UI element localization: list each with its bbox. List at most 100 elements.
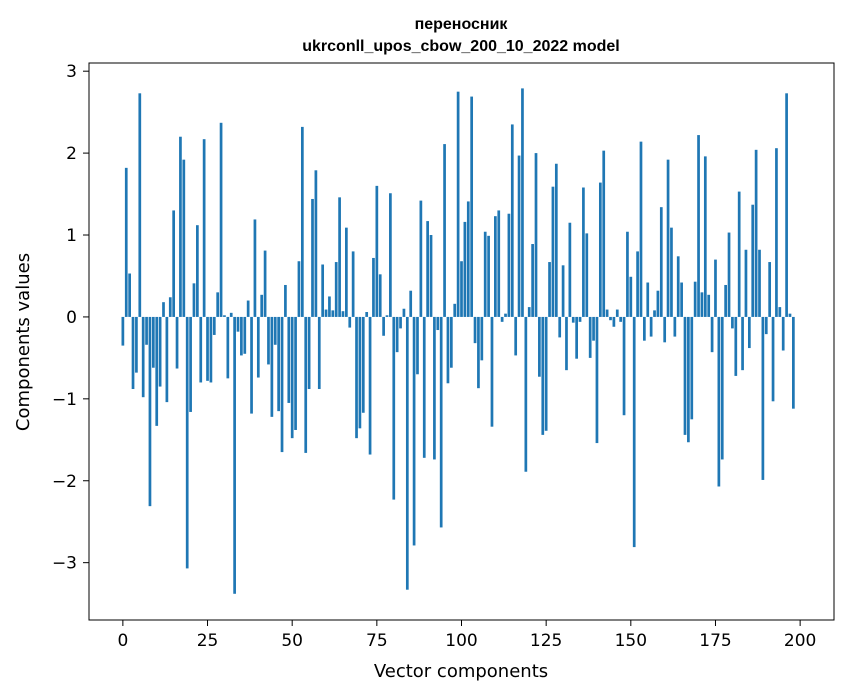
bar: [277, 316, 280, 412]
bar: [466, 201, 470, 317]
x-axis: 0 25 50 75 100 125 150 175 200: [117, 620, 816, 651]
chart-title: переносник: [415, 16, 509, 33]
bar: [473, 316, 477, 344]
bar: [226, 316, 230, 379]
bar: [683, 316, 687, 435]
bar: [609, 316, 612, 321]
bar: [700, 292, 704, 317]
bar: [341, 311, 345, 317]
bar: [595, 316, 599, 444]
bar: [392, 316, 396, 500]
y-axis-label: Components values: [13, 253, 34, 431]
bar: [300, 126, 304, 317]
bar: [307, 316, 311, 390]
bar: [531, 244, 534, 317]
bar: [764, 316, 768, 335]
x-tick-label: 200: [784, 631, 816, 651]
bar: [449, 316, 453, 368]
bar: [639, 141, 643, 317]
bar: [135, 316, 138, 373]
bar: [158, 316, 162, 387]
bar: [426, 221, 429, 317]
bar: [328, 296, 331, 317]
bar: [592, 316, 595, 341]
bar: [561, 265, 565, 317]
y-tick-label: 1: [66, 226, 77, 246]
bar: [470, 96, 474, 317]
bar: [351, 251, 355, 317]
bar: [785, 93, 788, 317]
bar: [155, 316, 159, 426]
bar: [324, 309, 328, 317]
bar: [128, 273, 131, 317]
bar: [168, 297, 172, 317]
bar: [148, 316, 152, 507]
bar: [588, 316, 592, 358]
x-tick-label: 25: [197, 631, 219, 651]
bar: [145, 316, 148, 345]
bar: [250, 316, 253, 414]
bar: [209, 316, 213, 383]
bar: [165, 316, 169, 403]
bar: [622, 316, 626, 416]
bar: [297, 261, 301, 317]
y-tick-label: 0: [66, 308, 77, 328]
bar: [653, 310, 656, 317]
bar: [331, 310, 335, 317]
bar: [372, 257, 375, 317]
y-tick-label: −3: [52, 554, 77, 574]
bar: [649, 316, 653, 337]
bar: [311, 198, 314, 317]
bar: [382, 316, 385, 336]
bar: [629, 276, 633, 317]
bar: [253, 219, 257, 317]
bar: [358, 316, 362, 429]
bar: [256, 316, 260, 378]
bar: [538, 316, 541, 377]
bar: [527, 307, 531, 317]
bar: [571, 316, 575, 323]
bar: [659, 207, 663, 317]
bar: [636, 251, 639, 317]
bar: [768, 262, 772, 317]
bar: [233, 316, 236, 594]
bar: [162, 302, 165, 317]
bar: [666, 159, 670, 317]
x-tick-label: 125: [530, 631, 562, 651]
x-tick-label: 50: [281, 631, 303, 651]
bar: [781, 316, 785, 351]
bar: [687, 316, 690, 443]
bar: [439, 316, 443, 528]
x-tick-label: 100: [445, 631, 477, 651]
bar: [355, 316, 358, 439]
bar: [402, 308, 406, 317]
bar: [676, 256, 680, 317]
bar: [284, 284, 287, 317]
bar: [348, 316, 352, 328]
bar: [517, 155, 521, 317]
bar: [321, 264, 325, 317]
bar: [389, 193, 392, 317]
chart-subtitle: ukrconll_upos_cbow_200_10_2022 model: [302, 38, 619, 55]
bar: [693, 281, 697, 317]
bar: [632, 316, 636, 548]
bar: [416, 316, 419, 375]
bar: [287, 316, 291, 403]
bar: [615, 309, 619, 317]
bar: [670, 227, 673, 317]
bar: [433, 316, 436, 460]
bar: [317, 316, 321, 390]
bar: [223, 315, 226, 317]
bar: [775, 148, 778, 317]
bar: [219, 122, 223, 317]
bar: [487, 235, 490, 317]
bar: [761, 316, 765, 480]
bar: [734, 316, 738, 376]
bar: [771, 316, 775, 402]
bar: [375, 185, 379, 317]
bar: [385, 315, 389, 317]
bar: [619, 316, 623, 322]
bar: [446, 316, 450, 384]
bar: [707, 294, 711, 317]
